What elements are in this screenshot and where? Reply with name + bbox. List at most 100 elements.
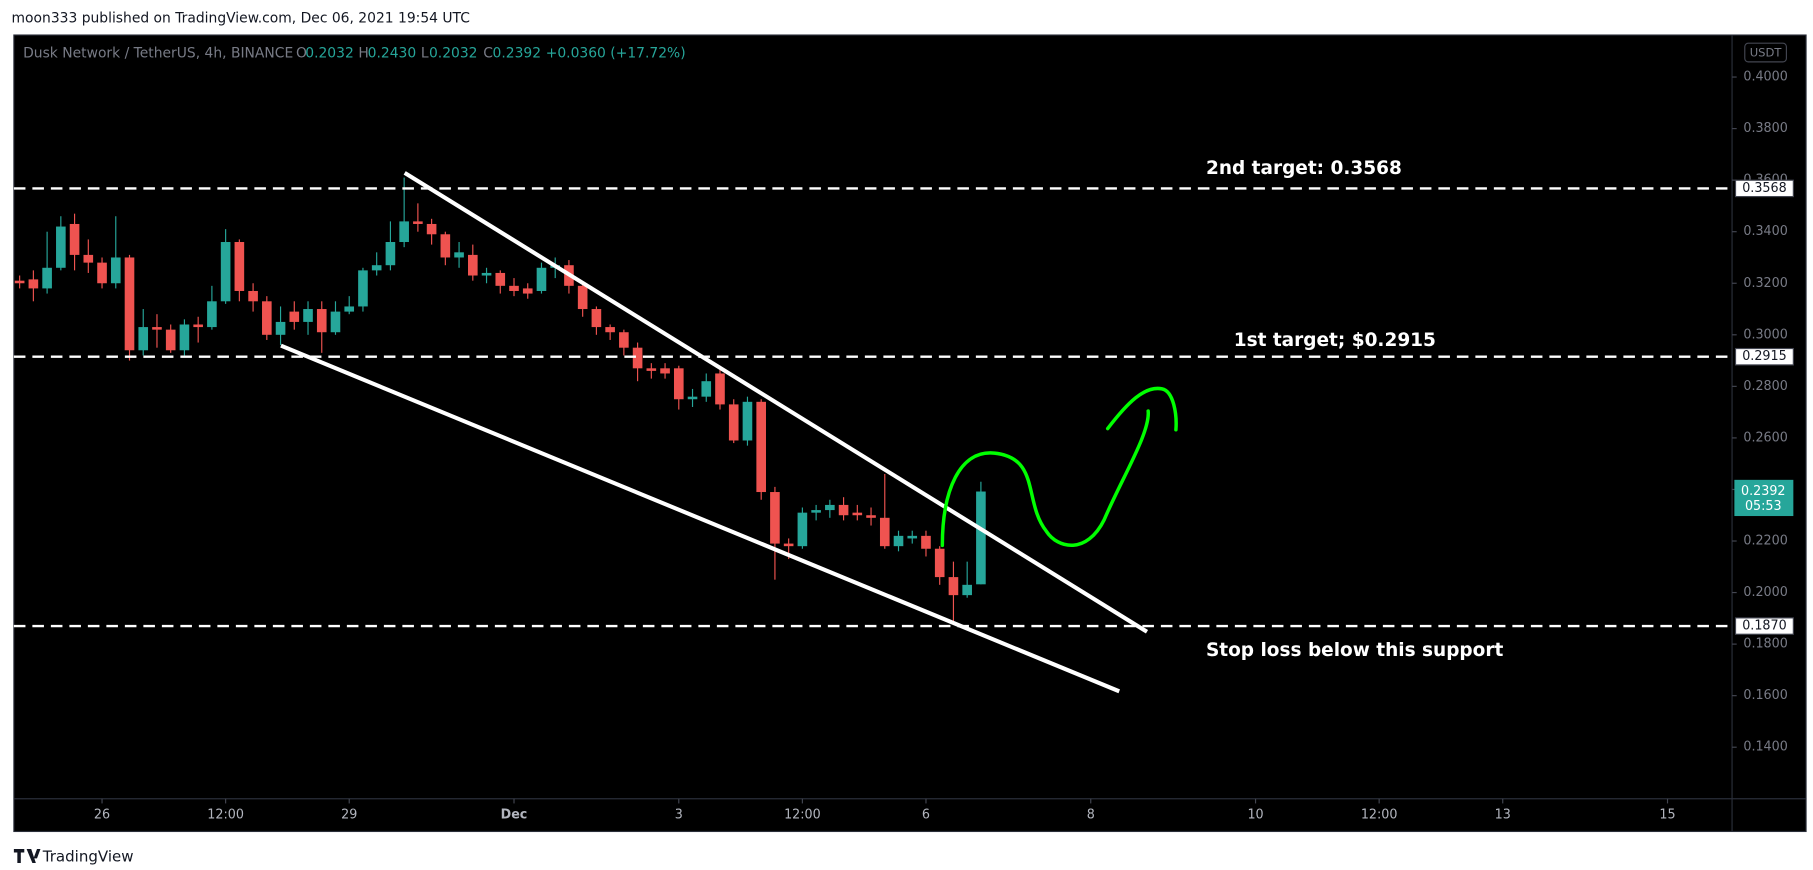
- candle-body: [14, 280, 25, 284]
- currency-label: USDT: [1750, 46, 1783, 60]
- logo-icon: [13, 848, 41, 863]
- x-tick-label: 12:00: [1361, 808, 1398, 823]
- y-tick-label: 0.1800: [1743, 637, 1787, 652]
- candle-body: [536, 267, 547, 291]
- candle-body: [83, 254, 94, 263]
- candle-body: [344, 306, 355, 312]
- projection-curve: [940, 409, 1150, 548]
- candle-body: [330, 311, 341, 333]
- candle-body: [152, 327, 162, 330]
- candle-body: [481, 272, 492, 276]
- brand-logo: [13, 848, 41, 863]
- level-price-label: 0.2915: [1742, 349, 1786, 364]
- level-price-box: [1734, 617, 1794, 635]
- level-price-box: [1734, 179, 1794, 198]
- candle-body: [605, 327, 615, 333]
- candle-body: [56, 226, 66, 268]
- candle-body: [742, 401, 753, 441]
- drawings: [280, 171, 1178, 694]
- candle-body: [165, 329, 176, 351]
- publisher-line: moon333 published on TradingView.com, De…: [12, 11, 470, 27]
- y-tick-label: 0.3200: [1743, 276, 1787, 291]
- candle-body: [42, 267, 52, 289]
- candle-body: [385, 242, 396, 266]
- legend-change: +0.0360 (+17.72%): [546, 46, 686, 62]
- candle-body: [358, 270, 368, 307]
- candle-body: [220, 242, 231, 302]
- candle-body: [921, 535, 931, 549]
- legend-low: 0.2032: [429, 46, 478, 62]
- lower-trendline: [280, 343, 1121, 694]
- candle-body: [976, 491, 986, 585]
- candle-body: [673, 368, 684, 400]
- level-note: 2nd target: 0.3568: [1206, 158, 1402, 179]
- candle-body: [934, 548, 945, 578]
- legend-close: 0.2392: [493, 46, 542, 62]
- x-tick-label: 8: [1087, 808, 1095, 823]
- candle-body: [907, 535, 918, 539]
- candle-body: [69, 223, 80, 255]
- currency-box: [1744, 42, 1787, 63]
- x-tick-label: 12:00: [207, 808, 244, 823]
- candle-body: [701, 381, 712, 397]
- candle-body: [687, 396, 698, 400]
- candle-body: [660, 368, 670, 374]
- legend-c-label: C: [483, 46, 493, 62]
- x-tick-label: 12:00: [784, 808, 821, 823]
- candle-body: [138, 327, 149, 351]
- y-tick-label: 0.3800: [1743, 121, 1787, 136]
- candle-body: [179, 324, 190, 351]
- x-tick-label: 13: [1495, 808, 1511, 823]
- candle-body: [522, 288, 533, 294]
- y-tick-label: 0.1400: [1743, 740, 1787, 755]
- y-tick-label: 0.2600: [1743, 430, 1787, 445]
- candle-body: [728, 404, 739, 441]
- level-note: Stop loss below this support: [1206, 640, 1503, 661]
- candle-body: [632, 347, 643, 369]
- candle-body: [303, 309, 313, 322]
- legend-h-label: H: [358, 46, 368, 62]
- candle-body: [879, 517, 890, 547]
- x-tick-label: 29: [341, 808, 357, 823]
- candle-body: [715, 373, 725, 405]
- legend-l-label: L: [421, 46, 429, 62]
- candle-body: [289, 311, 300, 322]
- plot: [14, 177, 986, 624]
- legend-open: 0.2032: [305, 46, 354, 62]
- candle-body: [770, 492, 780, 544]
- brand-name: TradingView: [42, 848, 134, 866]
- candle-body: [207, 301, 217, 328]
- level-price-label: 0.1870: [1742, 619, 1786, 634]
- candle-body: [28, 279, 39, 289]
- candle-body: [619, 332, 629, 348]
- candle-body: [110, 257, 121, 284]
- projection-arrow: [1105, 386, 1178, 432]
- candle-body: [948, 577, 959, 596]
- x-tick-label: 26: [94, 808, 110, 823]
- candle-body: [454, 252, 464, 258]
- candle-body: [825, 504, 835, 511]
- candle-body: [399, 221, 409, 243]
- candle-body: [811, 510, 821, 513]
- candle-body: [852, 512, 863, 516]
- candle-body: [413, 221, 423, 224]
- y-tick-label: 0.1600: [1743, 688, 1787, 703]
- candle-body: [893, 535, 904, 547]
- candle-body: [124, 257, 135, 351]
- candle-body: [234, 242, 245, 291]
- candle-body: [797, 512, 808, 547]
- candle-body: [783, 543, 794, 547]
- level-price-label: 0.3568: [1742, 181, 1786, 196]
- legend-o-label: O: [296, 46, 307, 62]
- candle-body: [275, 321, 286, 335]
- y-tick-label: 0.2000: [1743, 585, 1787, 600]
- candle-body: [426, 223, 437, 235]
- candle-body: [646, 368, 657, 371]
- upper-trendline: [403, 171, 1149, 634]
- candle-body: [866, 515, 876, 518]
- x-tick-label: 10: [1247, 808, 1263, 823]
- y-tick-label: 0.3000: [1743, 327, 1787, 342]
- x-tick-label: 6: [922, 808, 930, 823]
- candle-body: [97, 262, 107, 284]
